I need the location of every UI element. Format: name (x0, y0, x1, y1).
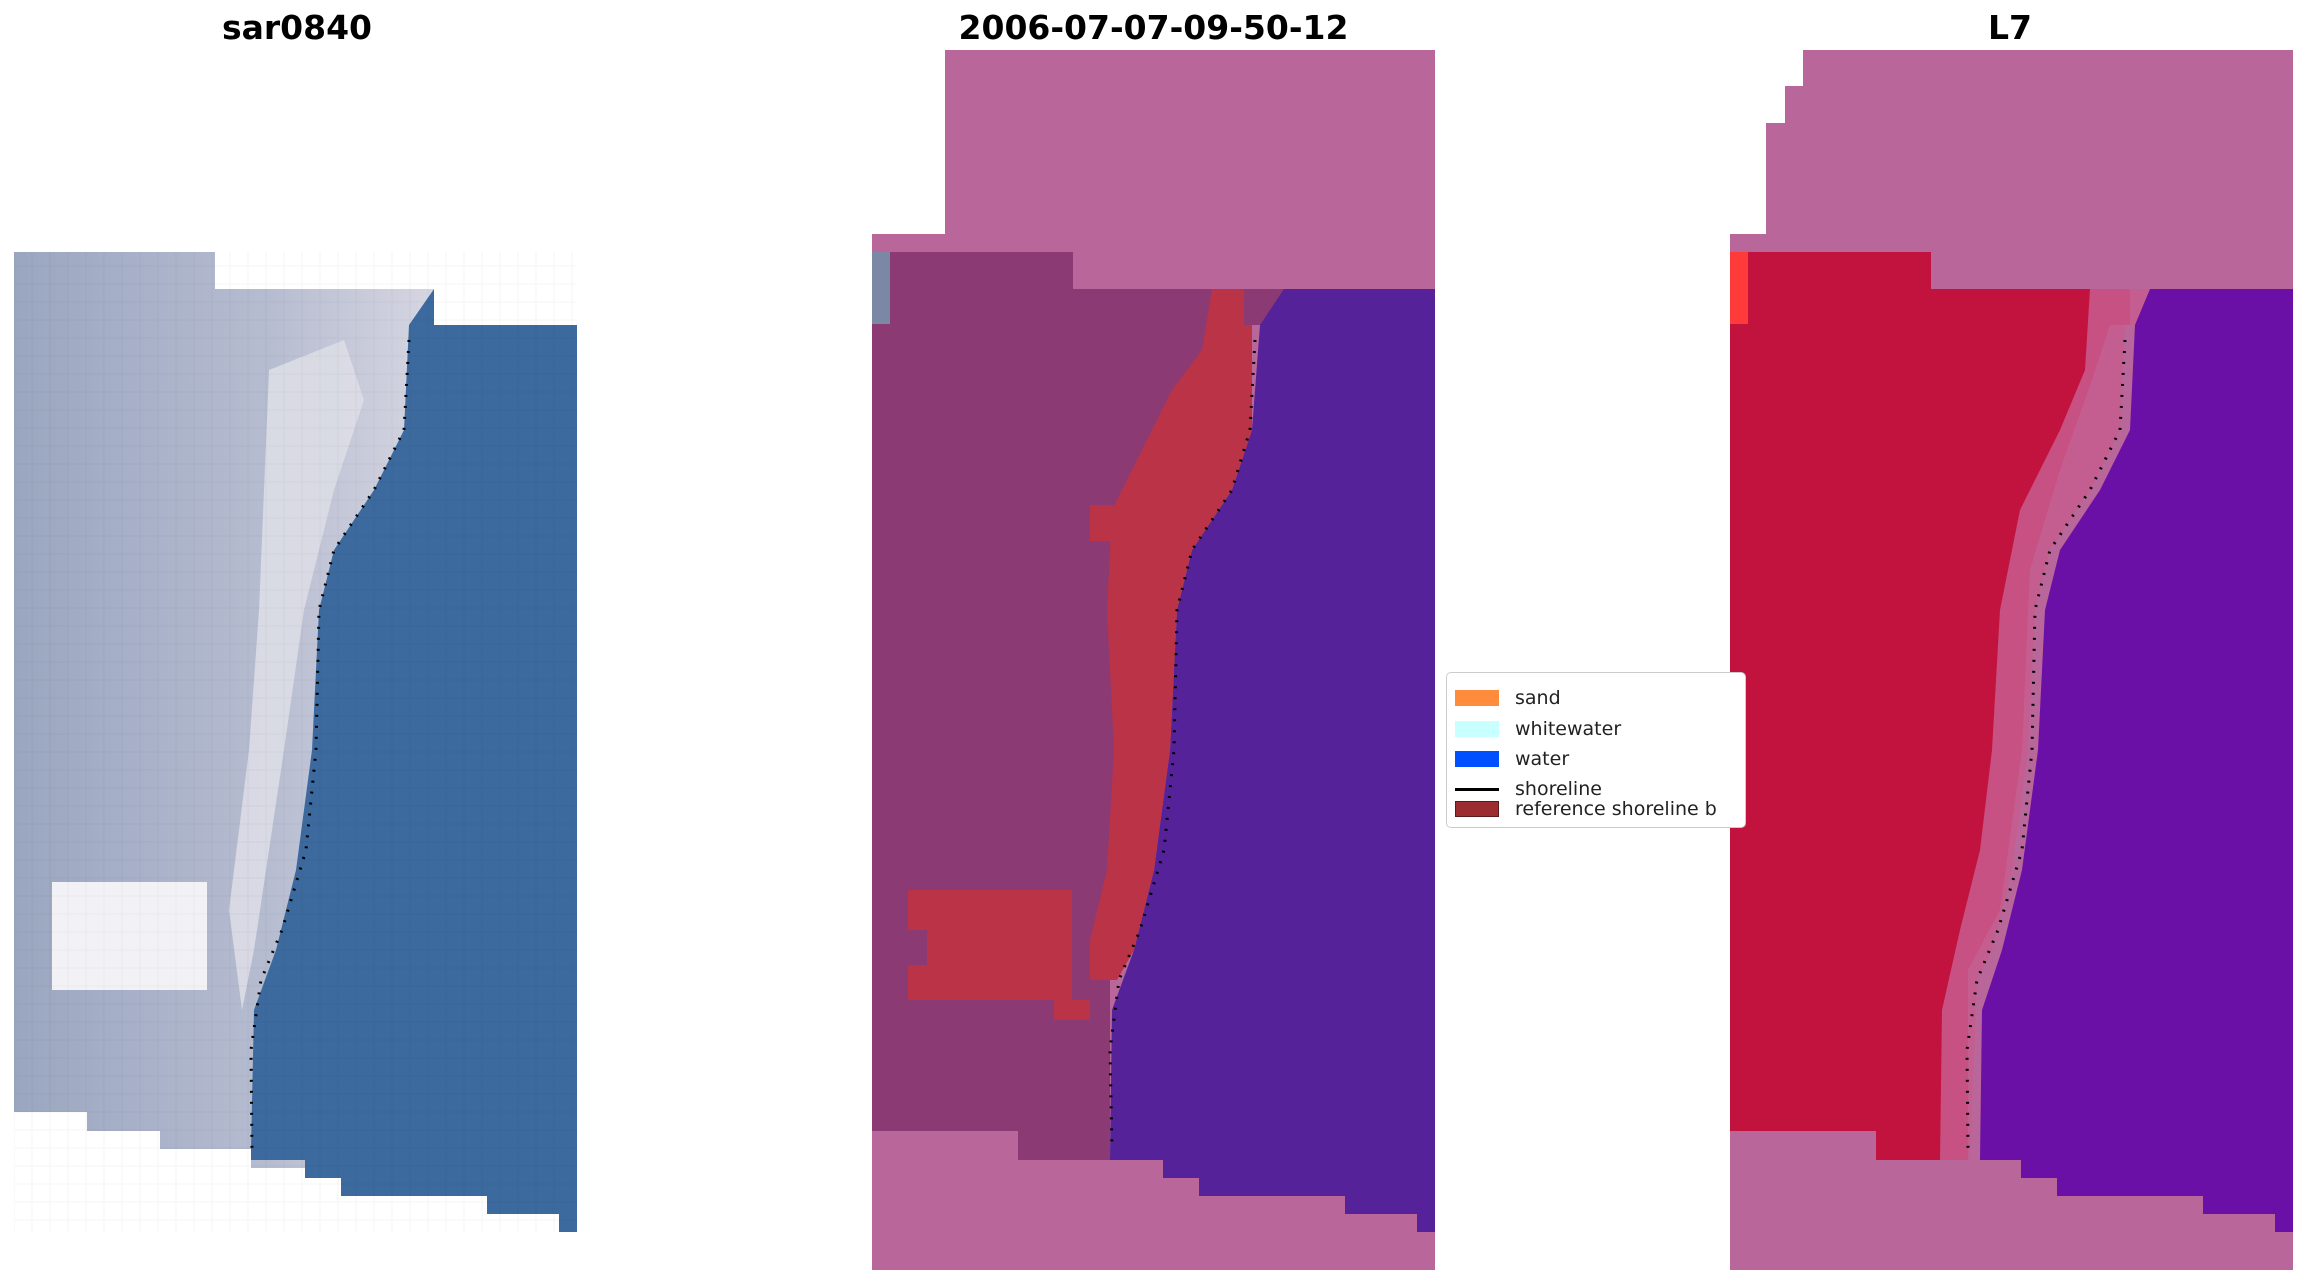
legend: sand whitewater water shoreline referenc… (1446, 672, 1746, 828)
legend-item-shoreline: shoreline (1455, 778, 1602, 800)
legend-label: shoreline (1515, 778, 1602, 800)
sand-buffer (1090, 289, 1252, 980)
legend-swatch-sand (1455, 690, 1499, 706)
rgb-shoreline (249, 339, 411, 1151)
legend-label: reference shoreline b (1515, 798, 1717, 820)
legend-item-whitewater: whitewater (1455, 718, 1621, 740)
legend-label: whitewater (1515, 718, 1622, 740)
legend-swatch-whitewater (1455, 721, 1499, 737)
index-image-panel (1730, 50, 2293, 1270)
class-water (1110, 289, 1435, 1232)
legend-label: sand (1515, 687, 1561, 709)
legend-line-shoreline (1455, 787, 1499, 791)
classified-image (872, 50, 1435, 1270)
rgb-image-panel (14, 50, 577, 1270)
legend-swatch-reference-buffer (1455, 801, 1499, 817)
index-water (1980, 289, 2293, 1232)
legend-item-water: water (1455, 748, 1569, 770)
index-shoreline (1965, 339, 2127, 1151)
panel-title-classified: 2006-07-07-09-50-12 (958, 8, 1349, 47)
panel-title-rgb: sar0840 (221, 8, 373, 47)
legend-item-reference-buffer: reference shoreline b (1455, 798, 1717, 820)
panel-title-index: L7 (1988, 8, 2032, 47)
legend-item-sand: sand (1455, 687, 1561, 709)
rgb-image (14, 252, 577, 1232)
legend-swatch-water (1455, 751, 1499, 767)
classified-image-panel (872, 50, 1435, 1270)
sand-patch (908, 890, 1090, 1020)
index-land (1730, 252, 2130, 1160)
legend-label: water (1515, 748, 1570, 770)
index-image (1730, 50, 2293, 1270)
